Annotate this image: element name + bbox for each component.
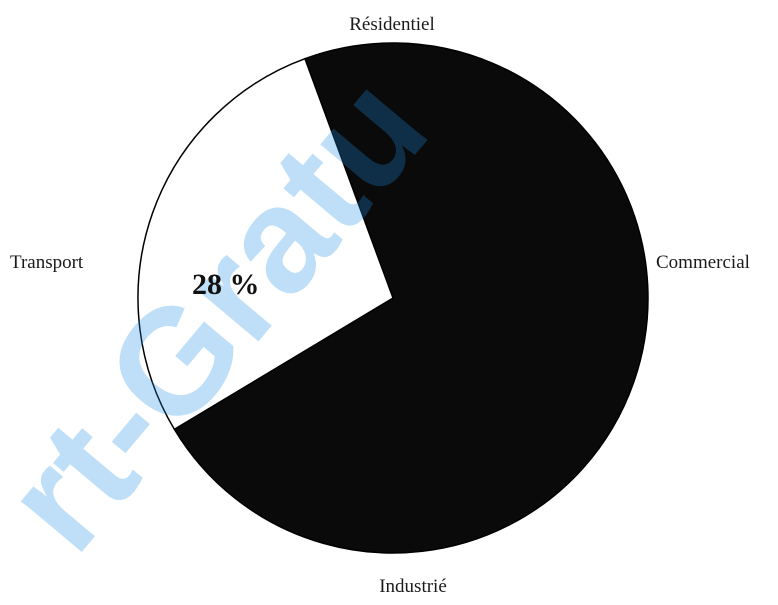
pie-slice-transport [137, 57, 394, 431]
pie-slices [137, 42, 649, 554]
label-residentiel: Résidentiel [349, 14, 434, 35]
label-industrie: Industrié [379, 576, 447, 597]
data-label-transport: 28 % [192, 268, 260, 301]
label-commercial: Commercial [656, 252, 750, 273]
label-transport: Transport [10, 252, 84, 273]
pie-slice-residentiel-commercial-industrie [173, 42, 649, 554]
